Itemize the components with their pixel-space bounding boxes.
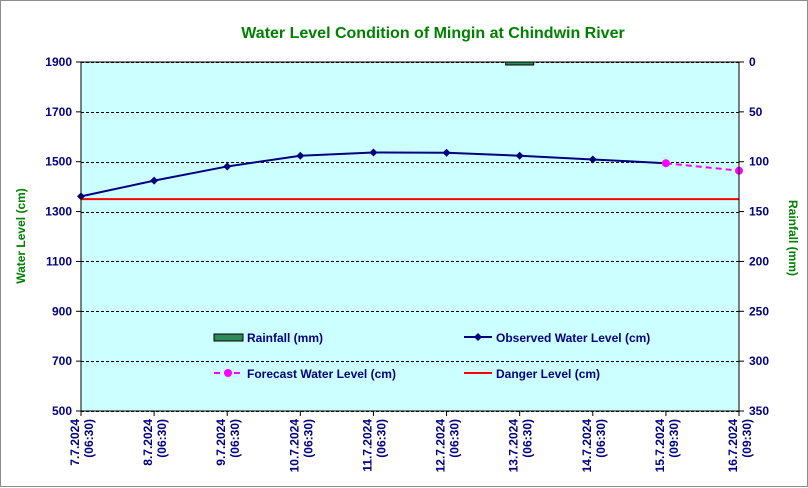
left-tick-label: 1500 — [45, 155, 72, 169]
plot-border — [80, 61, 740, 412]
right-tick-label: 300 — [749, 354, 769, 368]
svg-text:9.7.2024(06:30): 9.7.2024(06:30) — [214, 419, 242, 466]
svg-text:7.7.2024(06:30): 7.7.2024(06:30) — [68, 419, 96, 466]
right-tick-label: 0 — [749, 55, 756, 69]
x-tick-label: 9.7.2024(06:30) — [214, 419, 242, 466]
legend: Rainfall (mm) Observed Water Level (cm) Fo… — [213, 331, 650, 381]
right-tick-label: 100 — [749, 155, 769, 169]
legend-danger-label: Danger Level (cm) — [496, 367, 600, 381]
legend-observed-label: Observed Water Level (cm) — [496, 331, 650, 345]
legend-rainfall-label: Rainfall (mm) — [247, 331, 323, 345]
svg-text:11.7.2024(06:30): 11.7.2024(06:30) — [360, 419, 388, 472]
plot-area — [81, 62, 739, 411]
x-tick-label: 15.7.2024(09:30) — [653, 419, 681, 473]
right-tick-label: 350 — [749, 404, 769, 418]
svg-text:13.7.2024(06:30): 13.7.2024(06:30) — [507, 419, 535, 473]
left-tick-label: 900 — [52, 304, 72, 318]
legend-observed-marker — [474, 333, 482, 341]
right-tick-label: 150 — [749, 205, 769, 219]
x-tick-label: 10.7.2024(06:30) — [287, 419, 315, 473]
svg-text:12.7.2024(06:30): 12.7.2024(06:30) — [434, 419, 462, 473]
legend-rainfall-swatch — [213, 333, 244, 342]
observed-point — [296, 151, 305, 160]
x-tick-label: 8.7.2024(06:30) — [141, 419, 169, 466]
chart-title: Water Level Condition of Mingin at Chind… — [241, 25, 624, 42]
observed-point — [369, 148, 378, 157]
y-axis-right-label: Rainfall (mm) — [786, 200, 800, 276]
x-tick-label: 16.7.2024(09:30) — [726, 419, 754, 473]
right-tick-label: 50 — [749, 105, 763, 119]
svg-text:16.7.2024(09:30): 16.7.2024(09:30) — [726, 419, 754, 473]
svg-text:14.7.2024(06:30): 14.7.2024(06:30) — [580, 419, 608, 473]
legend-forecast-marker — [224, 369, 232, 377]
observed-point — [515, 151, 524, 160]
svg-text:10.7.2024(06:30): 10.7.2024(06:30) — [287, 419, 315, 473]
x-tick-label: 12.7.2024(06:30) — [434, 419, 462, 473]
left-tick-label: 1300 — [45, 205, 72, 219]
y-axis-left-label: Water Level (cm) — [14, 188, 28, 284]
x-axis-ticks: 7.7.2024(06:30) 8.7.2024(06:30) 9.7.2024(0… — [68, 411, 754, 472]
left-tick-label: 500 — [52, 404, 72, 418]
left-tick-label: 1100 — [46, 254, 72, 268]
left-axis-ticks: 500 700 900 1100 1300 1500 1700 1900 — [45, 55, 81, 418]
left-tick-label: 1700 — [45, 105, 72, 119]
observed-point — [150, 176, 159, 185]
svg-text:8.7.2024(06:30): 8.7.2024(06:30) — [141, 419, 169, 466]
right-axis-ticks: 0 50 100 150 200 250 300 350 — [739, 55, 769, 418]
legend-forecast-label: Forecast Water Level (cm) — [247, 367, 396, 381]
svg-text:15.7.2024(09:30): 15.7.2024(09:30) — [653, 419, 681, 473]
forecast-line — [665, 162, 740, 172]
x-tick-label: 7.7.2024(06:30) — [68, 419, 96, 466]
observed-point — [588, 155, 597, 164]
x-tick-label: 11.7.2024(06:30) — [360, 419, 388, 472]
right-tick-label: 200 — [749, 254, 769, 268]
left-tick-label: 700 — [52, 354, 72, 368]
x-tick-label: 14.7.2024(06:30) — [580, 419, 608, 473]
left-tick-label: 1900 — [45, 55, 72, 69]
observed-point — [223, 162, 232, 171]
forecast-point — [661, 159, 670, 168]
right-tick-label: 250 — [749, 304, 769, 318]
x-tick-label: 13.7.2024(06:30) — [507, 419, 535, 473]
observed-point — [442, 148, 451, 157]
